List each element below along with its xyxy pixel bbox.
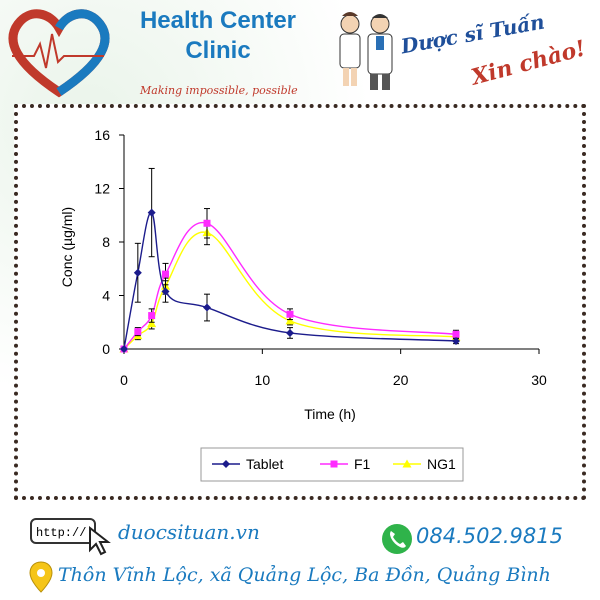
- data-point: [203, 303, 211, 312]
- legend-label: NG1: [427, 456, 456, 472]
- y-tick-label: 8: [102, 234, 110, 250]
- legend-marker: [402, 459, 412, 468]
- location-pin-icon: [29, 561, 53, 593]
- chart-legend: Tablet F1 NG1: [200, 447, 464, 482]
- brand-line-2: Clinic: [185, 37, 251, 64]
- data-point: [148, 312, 156, 320]
- data-point: [147, 208, 156, 217]
- series-tablet: [120, 167, 460, 353]
- data-point: [203, 219, 211, 227]
- chart-axes: 0 4 8 12 16 0 10 20 30: [94, 127, 547, 388]
- phone-icon: [382, 524, 412, 554]
- doctors-illustration-icon: [339, 12, 393, 90]
- legend-marker: [222, 460, 230, 468]
- x-tick-label: 30: [531, 372, 547, 388]
- y-tick-label: 12: [94, 181, 110, 197]
- data-point: [452, 336, 460, 345]
- tagline: Making impossible, possible: [140, 84, 298, 97]
- phone-number[interactable]: 084.502.9815: [416, 524, 563, 548]
- y-tick-label: 16: [94, 127, 110, 143]
- data-point: [120, 345, 128, 353]
- data-point: [133, 268, 142, 277]
- data-point: [147, 319, 157, 328]
- data-point: [285, 316, 295, 325]
- data-point: [134, 328, 142, 336]
- x-axis-label: Time (h): [304, 406, 356, 422]
- x-tick-label: 0: [120, 372, 128, 388]
- brand-title: Health Center Clinic: [118, 6, 318, 66]
- y-tick-label: 4: [102, 288, 110, 304]
- data-point: [452, 330, 460, 338]
- data-point: [161, 287, 170, 296]
- y-tick-label: 0: [102, 341, 110, 357]
- legend-label: F1: [354, 456, 371, 472]
- x-tick-label: 20: [393, 372, 409, 388]
- legend-marker: [330, 460, 338, 468]
- x-tick-label: 10: [255, 372, 271, 388]
- legend-label: Tablet: [246, 456, 283, 472]
- chart-frame: [14, 104, 586, 500]
- chart-series: [119, 167, 461, 353]
- address: Thôn Vĩnh Lộc, xã Quảng Lộc, Ba Đồn, Quả…: [58, 564, 551, 586]
- y-axis-label: Conc (µg/ml): [59, 207, 75, 287]
- data-point: [162, 270, 169, 278]
- cursor-pointer-icon: [89, 526, 111, 556]
- website-link[interactable]: duocsituan.vn: [118, 520, 260, 544]
- data-point: [286, 310, 294, 318]
- brand-line-1: Health Center: [139, 7, 297, 34]
- heart-logo-icon: [8, 9, 110, 98]
- url-box: http://: [30, 518, 96, 544]
- data-point: [286, 328, 294, 337]
